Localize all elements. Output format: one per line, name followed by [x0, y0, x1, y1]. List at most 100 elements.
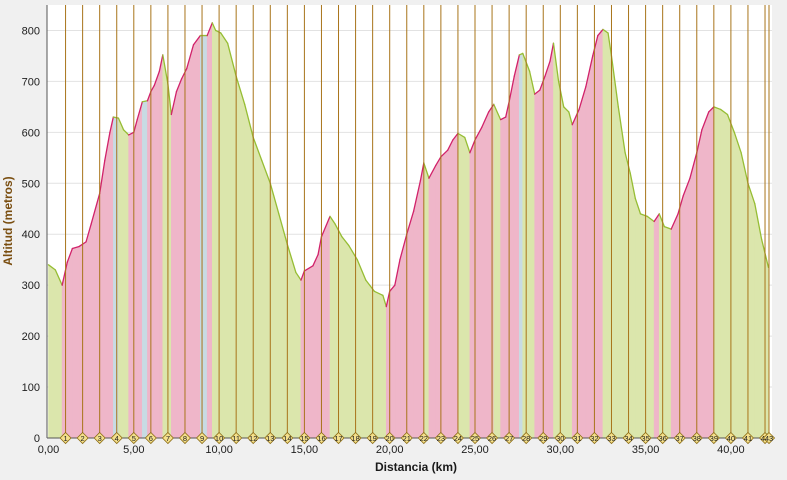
profile-fill-segment	[181, 68, 187, 439]
profile-line-segment	[607, 32, 613, 57]
profile-line-segment	[617, 106, 626, 154]
profile-fill-segment	[211, 22, 216, 439]
profile-line-segment	[303, 265, 314, 272]
y-tick-700: 700	[22, 76, 40, 88]
km-marker-9	[195, 431, 209, 445]
x-tick-5,00: 5,00	[123, 444, 144, 456]
km-marker-31	[571, 431, 584, 445]
profile-line-segment	[117, 117, 125, 131]
profile-line-segment	[677, 195, 684, 215]
profile-fill-segment	[159, 54, 164, 439]
profile-line-segment	[382, 294, 387, 308]
profile-fill-segment	[261, 160, 271, 439]
profile-fill-segment	[553, 43, 559, 439]
km-marker-35	[639, 431, 652, 445]
km-marker-label-35: 35	[641, 434, 649, 443]
profile-fill-segment	[186, 44, 194, 439]
profile-fill-segment	[474, 127, 483, 439]
profile-fill-segment	[447, 139, 454, 439]
profile-line-segment	[670, 213, 679, 230]
profile-line-segment	[578, 85, 587, 111]
profile-line-segment	[464, 136, 471, 154]
profile-line-segment	[109, 116, 114, 134]
km-marker-label-27: 27	[505, 434, 513, 443]
profile-fill-segment	[406, 211, 414, 439]
km-marker-label-17: 17	[334, 434, 342, 443]
profile-line-segment	[557, 80, 565, 108]
km-marker-23	[434, 431, 447, 445]
profile-fill-segment	[118, 117, 124, 439]
profile-line-segment	[592, 34, 599, 57]
profile-fill-segment	[747, 183, 756, 439]
profile-fill-segment	[571, 109, 580, 439]
profile-fill-segment	[176, 78, 182, 439]
km-marker-2	[76, 431, 89, 445]
profile-fill-segment	[696, 129, 703, 439]
profile-fill-segment	[48, 264, 56, 439]
profile-line-segment	[85, 223, 92, 243]
km-marker-41	[741, 431, 755, 445]
profile-fill-segment	[162, 54, 169, 439]
km-marker-10	[213, 431, 226, 445]
km-marker-20	[383, 431, 396, 445]
profile-fill-segment	[618, 106, 626, 439]
profile-line-segment	[206, 22, 213, 37]
x-tick-20,00: 20,00	[376, 444, 404, 456]
km-marker-5	[127, 431, 140, 445]
profile-fill-segment	[464, 137, 471, 439]
profile-fill-segment	[505, 101, 510, 439]
profile-line-segment	[658, 213, 666, 228]
profile-fill-segment	[539, 76, 546, 439]
profile-fill-segment	[558, 81, 565, 439]
km-marker-30	[554, 431, 567, 445]
profile-line-segment	[474, 126, 483, 141]
km-marker-38	[690, 431, 703, 445]
profile-line-segment	[493, 103, 502, 121]
km-marker-label-6: 6	[149, 434, 153, 443]
profile-fill-segment	[534, 89, 541, 439]
x-tick-15,00: 15,00	[291, 444, 319, 456]
profile-line-segment	[141, 100, 149, 103]
profile-line-segment	[568, 111, 573, 126]
profile-fill-segment	[658, 213, 665, 439]
profile-fill-segment	[607, 32, 612, 439]
profile-fill-segment	[611, 55, 619, 439]
km-marker-label-33: 33	[607, 434, 615, 443]
km-marker-label-25: 25	[471, 434, 479, 443]
km-marker-24	[451, 431, 465, 445]
profile-line-segment	[549, 42, 555, 62]
profile-fill-segment	[329, 215, 336, 439]
profile-line-segment	[452, 132, 459, 141]
profile-fill-segment	[153, 71, 160, 439]
profile-fill-segment	[457, 132, 466, 439]
profile-fill-segment	[734, 132, 742, 439]
km-marker-34	[622, 431, 635, 445]
profile-fill-segment	[549, 43, 554, 439]
profile-fill-segment	[90, 193, 100, 439]
profile-fill-segment	[689, 152, 698, 439]
km-marker-label-14: 14	[283, 434, 291, 443]
km-marker-26	[485, 431, 499, 445]
profile-fill-segment	[519, 52, 524, 439]
km-marker-label-26: 26	[488, 434, 496, 443]
profile-fill-segment	[493, 104, 501, 439]
x-axis-title: Distancia (km)	[375, 460, 457, 474]
km-marker-12	[247, 431, 260, 445]
km-marker-label-23: 23	[437, 434, 445, 443]
profile-line-segment	[320, 215, 331, 238]
profile-line-segment	[653, 213, 660, 223]
km-marker-4	[110, 431, 123, 445]
y-tick-400: 400	[22, 229, 40, 241]
profile-fill-segment	[420, 162, 425, 439]
profile-line-segment	[300, 270, 306, 281]
profile-fill-segment	[413, 180, 421, 439]
km-marker-label-29: 29	[539, 434, 547, 443]
profile-fill-segment	[171, 91, 177, 439]
profile-fill-segment	[677, 195, 684, 439]
km-marker-25	[468, 431, 482, 445]
km-marker-label-20: 20	[386, 434, 394, 443]
profile-line-segment	[167, 83, 172, 116]
km-marker-label-3: 3	[98, 434, 102, 443]
profile-fill-segment	[713, 106, 721, 439]
km-marker-label-38: 38	[693, 434, 701, 443]
